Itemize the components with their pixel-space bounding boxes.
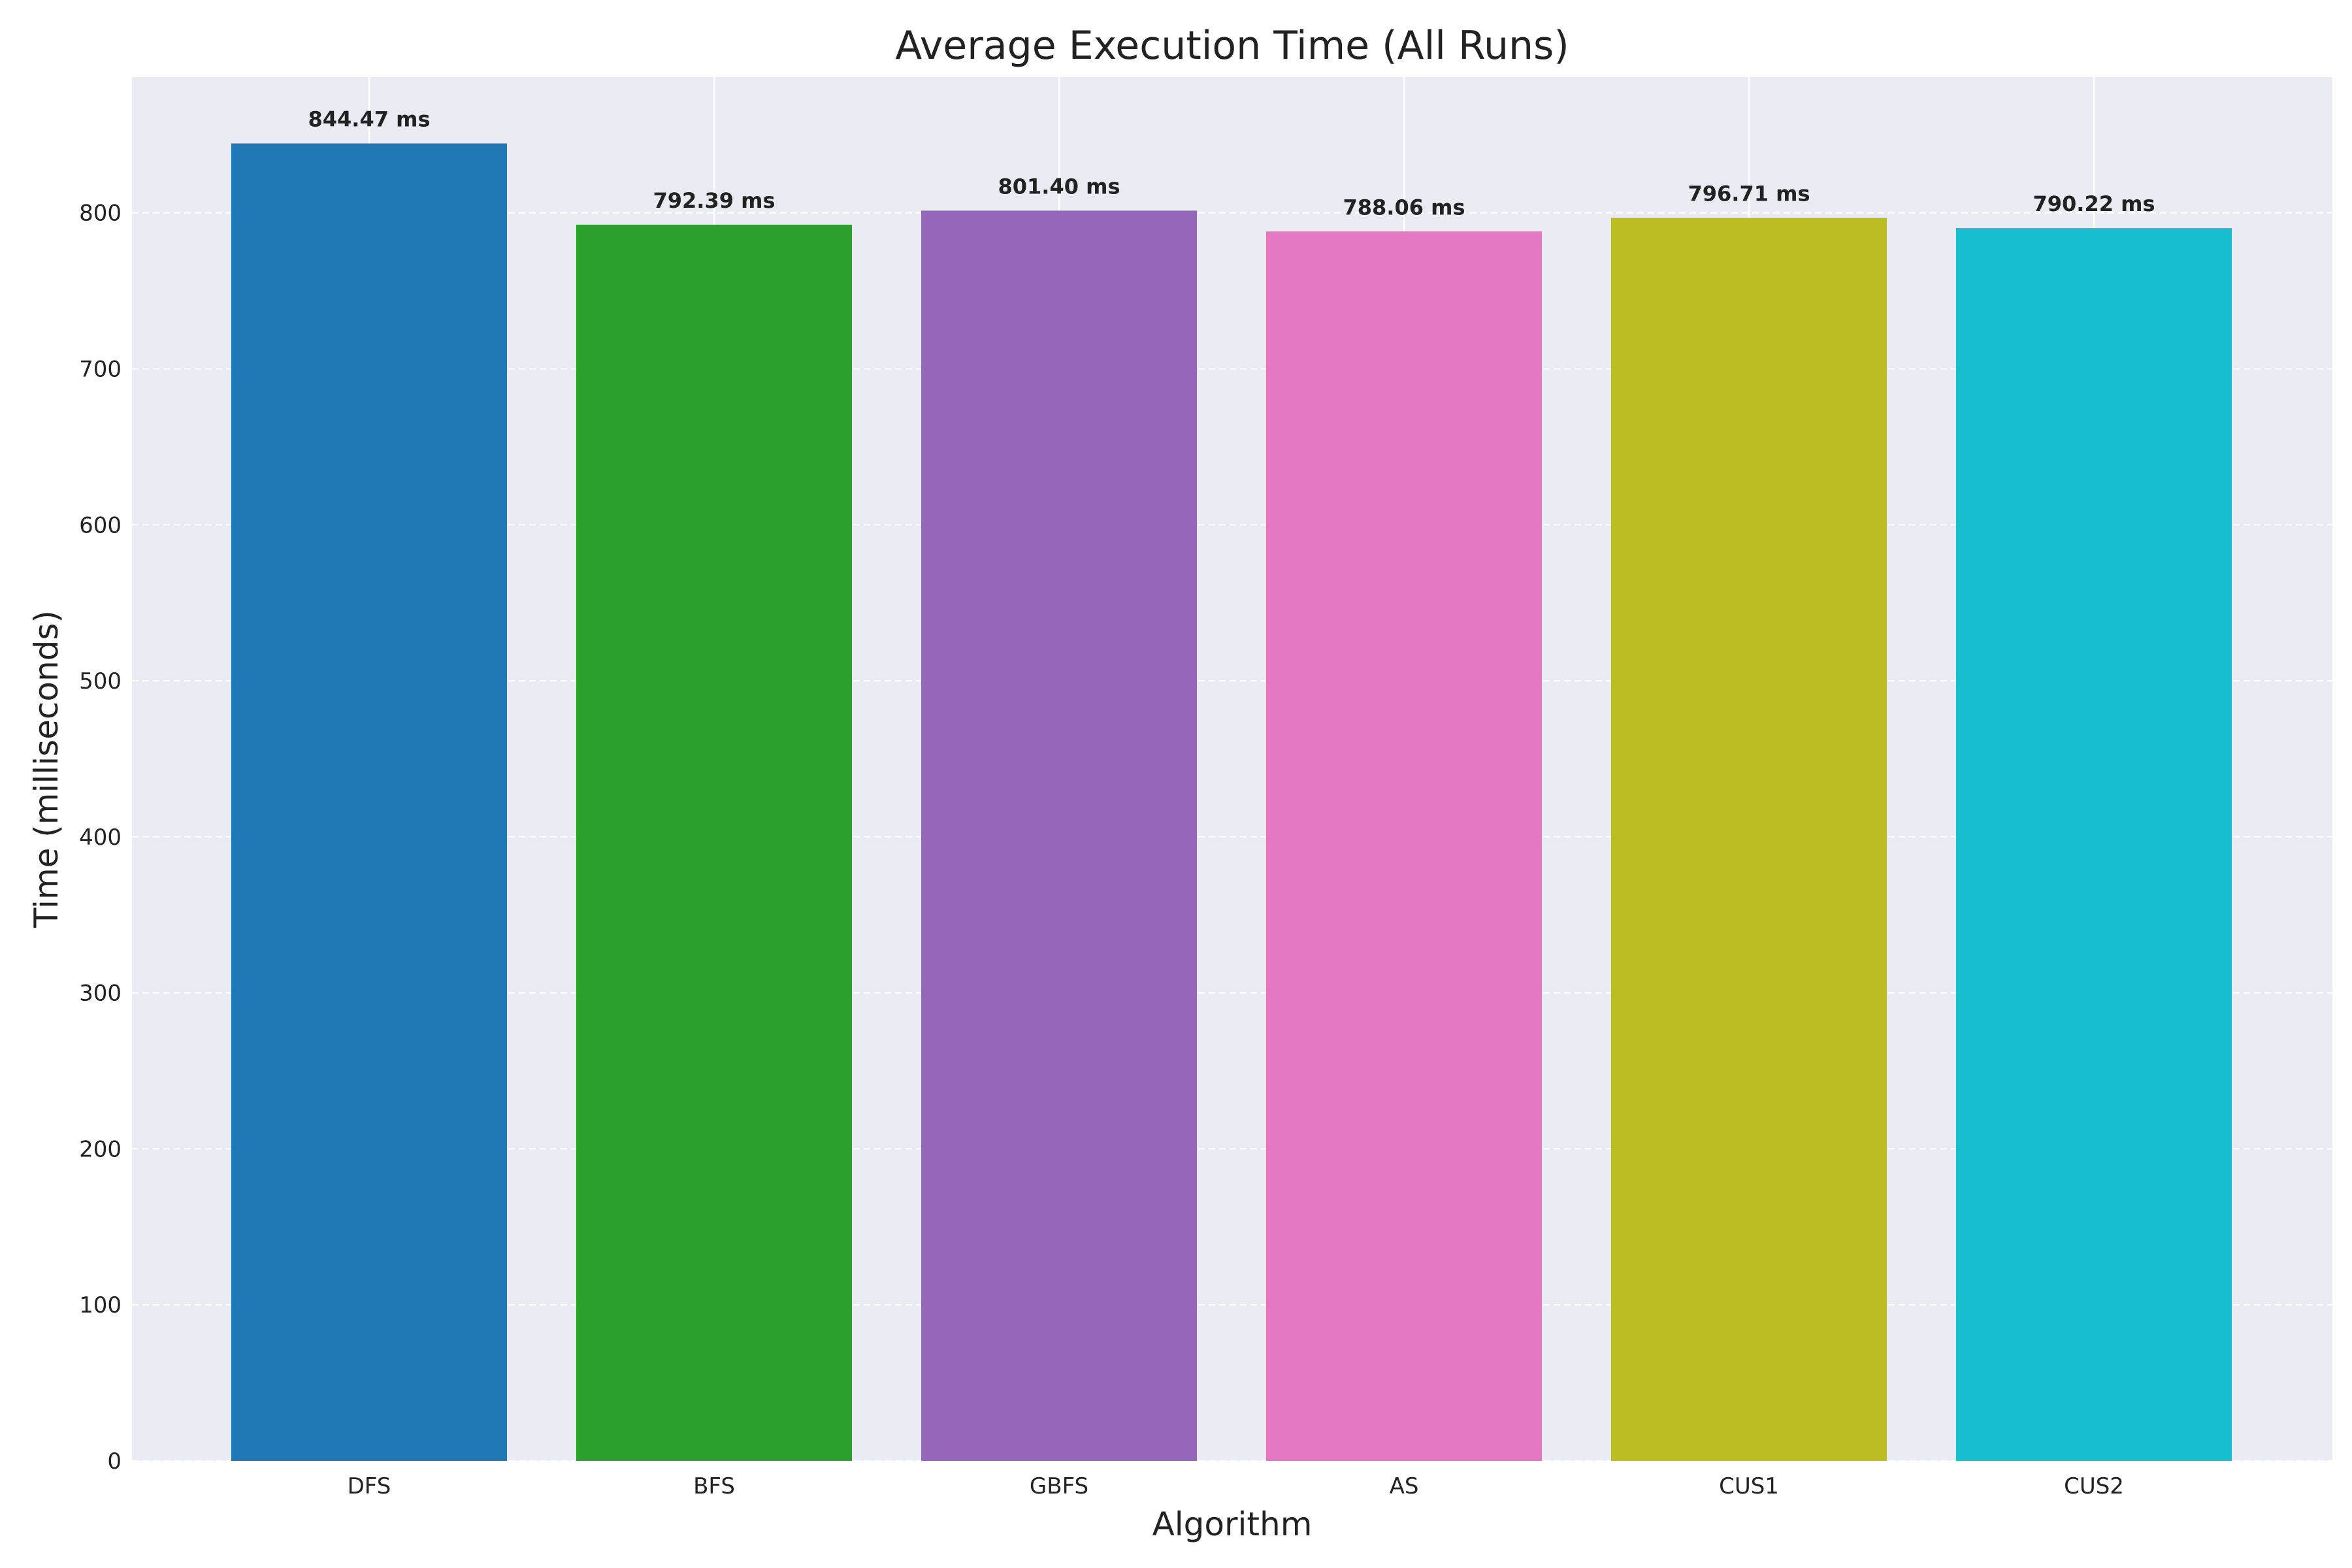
bar-value-label: 801.40 ms (998, 174, 1120, 199)
x-axis-ticks: DFS BFS GBFS AS CUS1 CUS2 (348, 1473, 2124, 1499)
bar-value-label: 844.47 ms (308, 107, 430, 132)
y-tick-label: 0 (107, 1448, 122, 1475)
y-tick-label: 700 (79, 357, 122, 383)
y-tick-label: 400 (79, 825, 122, 851)
y-tick-label: 100 (79, 1292, 122, 1318)
bars (231, 143, 2232, 1462)
y-tick-label: 200 (79, 1136, 122, 1162)
bar-value-label: 788.06 ms (1343, 195, 1465, 220)
x-tick-label: AS (1390, 1473, 1419, 1499)
bar-as (1266, 231, 1542, 1461)
bar-dfs (231, 143, 507, 1461)
chart-title: Average Execution Time (All Runs) (895, 23, 1569, 69)
bar-cus1 (1611, 218, 1887, 1461)
x-tick-label: BFS (693, 1473, 735, 1499)
y-tick-label: 600 (79, 512, 122, 538)
y-tick-label: 800 (79, 201, 122, 227)
bar-bfs (576, 224, 852, 1461)
x-tick-label: CUS1 (1719, 1473, 1779, 1499)
y-axis-ticks: 0 100 200 300 400 500 600 700 800 (79, 201, 122, 1475)
bar-value-labels: 844.47 ms 792.39 ms 801.40 ms 788.06 ms 796.… (308, 107, 2155, 220)
y-tick-label: 300 (79, 981, 122, 1007)
x-tick-label: GBFS (1030, 1473, 1088, 1499)
bar-value-label: 790.22 ms (2033, 191, 2155, 216)
bar-gbfs (921, 210, 1197, 1462)
y-tick-label: 500 (79, 668, 122, 694)
bar-value-label: 792.39 ms (653, 188, 775, 213)
y-axis-title: Time (milliseconds) (27, 610, 65, 928)
bar-value-label: 796.71 ms (1688, 182, 1810, 206)
x-tick-label: CUS2 (2064, 1473, 2124, 1499)
bar-cus2 (1956, 228, 2232, 1461)
x-tick-label: DFS (348, 1473, 391, 1499)
x-axis-title: Algorithm (1152, 1505, 1313, 1543)
